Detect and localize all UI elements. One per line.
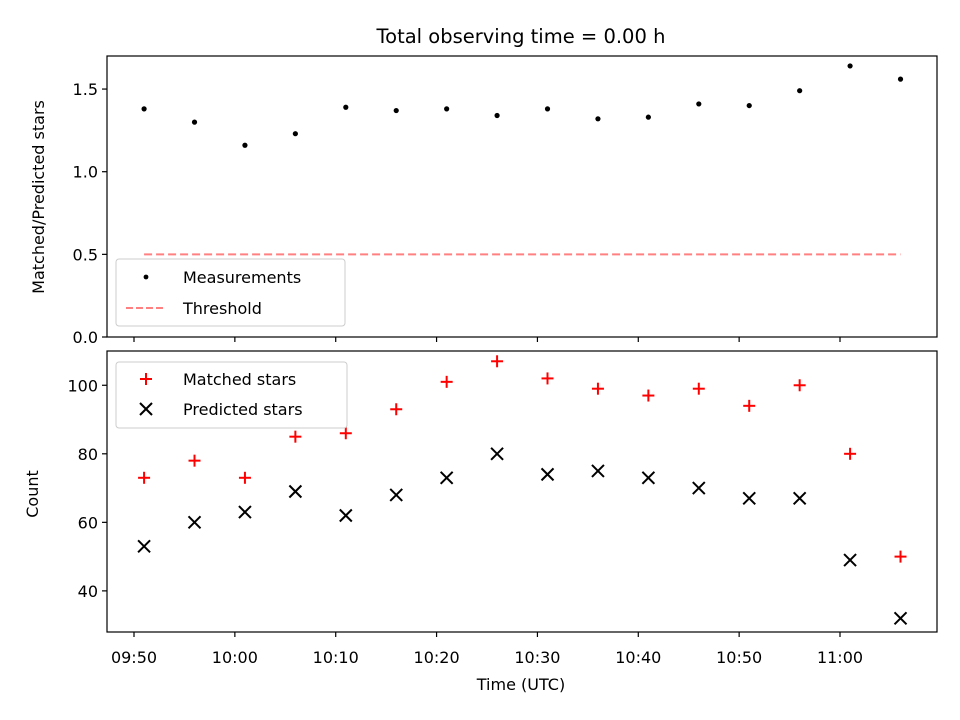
top-y-tick-label: 0.5: [73, 245, 98, 264]
bottom-x-tick-label: 10:50: [716, 648, 762, 667]
bottom-x-tick-label: 10:20: [414, 648, 460, 667]
bottom-y-tick-label: 60: [78, 513, 98, 532]
matched-star-point: [491, 355, 504, 368]
matched-star-point: [188, 454, 201, 467]
predicted-star-point: [288, 484, 303, 499]
predicted-star-point: [591, 464, 605, 478]
top-legend: Measurements Threshold: [115, 258, 346, 327]
matched-star-point: [692, 382, 705, 395]
matched-star-point: [541, 372, 554, 385]
matched-star-point: [793, 379, 806, 392]
predicted-star-point: [389, 488, 403, 502]
matched-star-point: [591, 382, 604, 395]
predicted-star-point: [641, 471, 656, 485]
matched-star-point: [238, 471, 251, 484]
legend-predicted-marker: [139, 402, 153, 416]
top-plot-area: [141, 63, 904, 256]
predicted-star-point: [490, 447, 504, 461]
matched-star-point: [289, 430, 302, 443]
top-x-ticks: [133, 337, 841, 342]
measurement-point: [141, 106, 147, 112]
top-y-axis: 0.0 0.5 1.0 1.5: [73, 80, 107, 347]
bottom-legend: Matched stars Predicted stars: [115, 361, 348, 429]
predicted-star-point: [540, 467, 555, 482]
bottom-x-tick-label: 10:30: [514, 648, 560, 667]
legend-matched-marker: [140, 373, 152, 385]
top-y-tick-label: 1.0: [73, 163, 98, 182]
measurement-point: [595, 116, 601, 122]
measurement-point: [242, 142, 248, 148]
measurement-point: [897, 76, 904, 82]
top-axes-frame: [106, 55, 938, 338]
bottom-y-tick-label: 100: [67, 376, 98, 395]
predicted-star-point: [339, 508, 353, 523]
top-y-tick-label: 1.5: [73, 80, 98, 99]
predicted-star-point: [843, 553, 857, 567]
bottom-x-tick-label: 10:40: [615, 648, 661, 667]
predicted-star-point: [439, 471, 454, 485]
bottom-y-tick-label: 40: [78, 582, 98, 601]
top-panel: Total observing time = 0.00 h 0.0 0.5 1.0 1…: [29, 25, 938, 347]
measurement-point: [797, 88, 803, 94]
matched-star-point: [339, 427, 352, 440]
measurement-point: [191, 119, 198, 125]
bottom-plot-area: [137, 355, 908, 625]
bottom-x-tick-label: 10:00: [212, 648, 258, 667]
measurement-point: [494, 112, 500, 119]
predicted-star-point: [692, 481, 706, 495]
predicted-star-point: [742, 491, 756, 506]
legend-predicted-label: Predicted stars: [183, 400, 303, 419]
legend-threshold-label: Threshold: [182, 299, 262, 318]
bottom-y-tick-label: 80: [78, 445, 98, 464]
predicted-star-point: [137, 539, 151, 554]
legend-measurements-marker: [143, 274, 149, 280]
measurement-point: [746, 102, 752, 109]
measurement-point: [393, 107, 399, 114]
top-y-axis-label: Matched/Predicted stars: [29, 100, 48, 294]
bottom-x-tick-label: 09:50: [111, 648, 157, 667]
bottom-axes-frame: [106, 350, 938, 633]
bottom-x-axis: 09:50 10:00 10:10 10:20 10:30 10:40 10:50 11:00: [111, 632, 863, 667]
matched-star-point: [138, 471, 151, 484]
matched-star-point: [642, 389, 655, 402]
measurement-point: [544, 106, 551, 112]
measurement-point: [292, 131, 298, 137]
bottom-y-axis-label: Count: [23, 470, 42, 518]
matched-star-point: [743, 399, 756, 412]
predicted-star-point: [893, 611, 908, 625]
legend-measurements-label: Measurements: [183, 268, 301, 287]
top-chart-title: Total observing time = 0.00 h: [376, 25, 666, 48]
measurement-point: [696, 101, 702, 107]
bottom-x-tick-label: 11:00: [817, 648, 863, 667]
legend-matched-label: Matched stars: [183, 370, 296, 389]
bottom-panel: 40 60 80 100 09:50 10:00 10:10 10:20 10:30 10:40…: [23, 350, 938, 694]
measurement-point: [444, 106, 450, 112]
bottom-y-axis: 40 60 80 100: [67, 376, 107, 601]
bottom-x-tick-label: 10:10: [313, 648, 359, 667]
bottom-x-axis-label: Time (UTC): [476, 675, 565, 694]
predicted-star-point: [792, 491, 807, 506]
matched-star-point: [440, 375, 453, 388]
measurement-point: [645, 114, 651, 120]
matched-star-point: [390, 403, 403, 416]
predicted-star-point: [238, 505, 252, 519]
top-y-tick-label: 0.0: [73, 328, 98, 347]
matched-star-point: [844, 447, 857, 460]
matched-star-point: [894, 550, 907, 563]
measurement-point: [343, 104, 349, 110]
predicted-star-point: [187, 515, 202, 530]
measurement-point: [847, 63, 853, 69]
